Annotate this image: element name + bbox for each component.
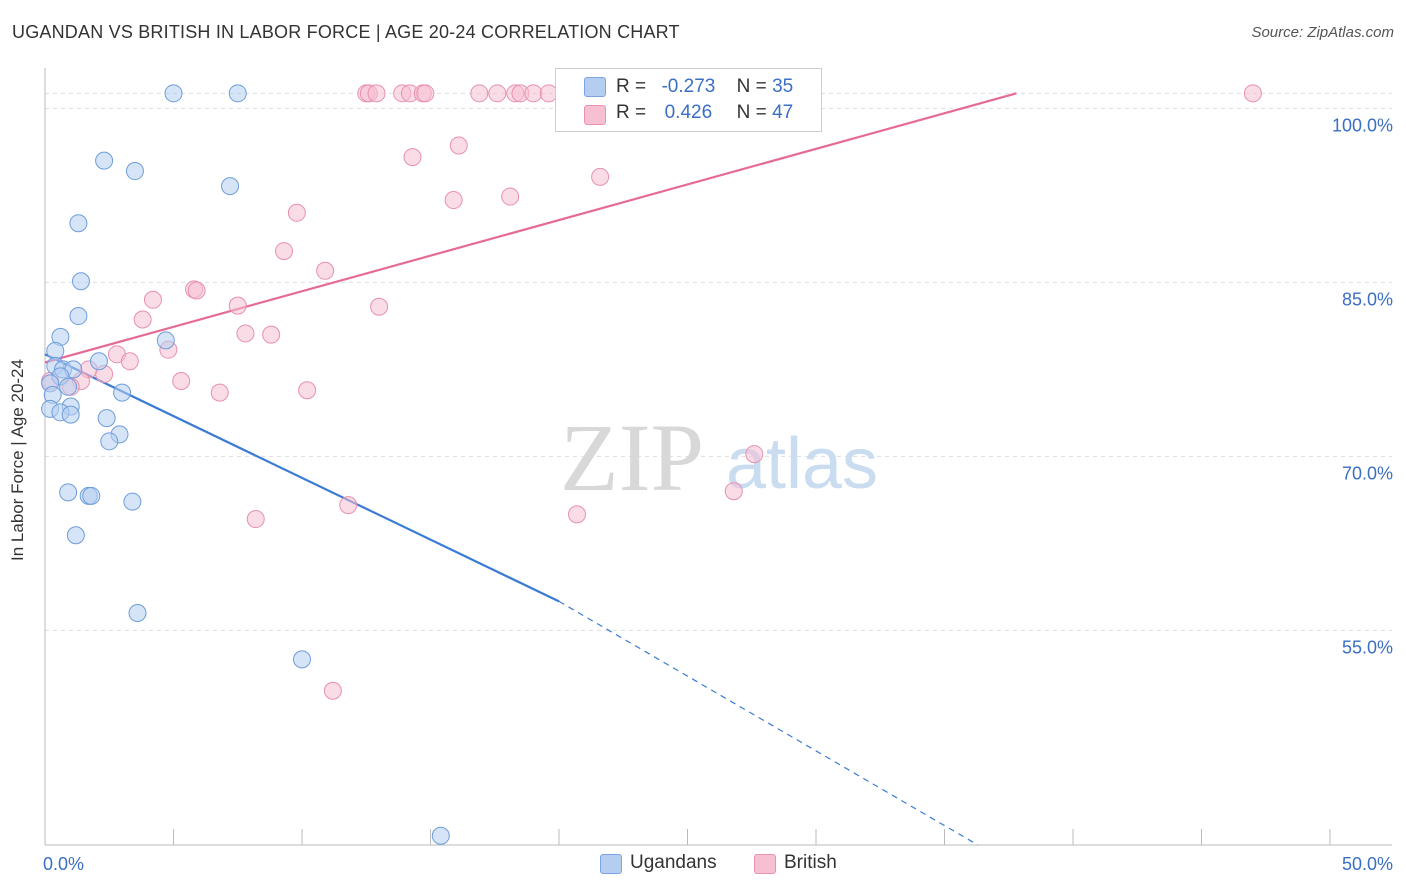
point-british (275, 242, 294, 261)
trend-lines (44, 92, 1017, 846)
data-points (41, 84, 1262, 845)
point-ugandans (125, 162, 144, 181)
point-british (262, 325, 281, 344)
point-british (210, 383, 229, 402)
x-tick-label: 50.0% (1342, 854, 1393, 874)
legend-n-label: N = (736, 102, 767, 123)
legend-swatch-ugandans (584, 77, 606, 97)
y-tick-label: 55.0% (1342, 637, 1393, 657)
legend-n-value: 35 (772, 76, 794, 97)
bottom-legend-swatch-british (754, 854, 776, 874)
point-ugandans (228, 84, 247, 103)
bottom-legend-swatch-ugandans (600, 854, 622, 874)
point-british (370, 297, 389, 316)
point-ugandans (431, 826, 450, 845)
point-british (524, 84, 543, 103)
legend-row-ugandans: R = -0.273 N = 35 (616, 76, 793, 98)
bottom-legend-ugandans: Ugandans (600, 852, 717, 874)
legend-r-value: 0.426 (664, 102, 713, 123)
point-ugandans (293, 650, 311, 669)
point-british (172, 372, 191, 390)
point-british (228, 296, 247, 315)
point-british (246, 510, 265, 529)
y-tick-label: 85.0% (1342, 289, 1393, 309)
point-british (287, 203, 306, 222)
watermark-atlas: atlas (726, 424, 878, 504)
point-ugandans (69, 307, 88, 326)
point-british (724, 482, 743, 501)
trend-line-british (44, 92, 1017, 364)
point-ugandans (61, 405, 80, 424)
point-ugandans (164, 84, 183, 103)
point-british (501, 187, 520, 206)
point-ugandans (69, 214, 88, 233)
tick-labels: 55.0% 70.0% 85.0% 100.0% 0.0% 50.0% (43, 115, 1393, 874)
gridlines (45, 92, 1392, 631)
point-british (416, 84, 435, 103)
point-british (323, 681, 342, 700)
trend-line-ugandans-extension (558, 600, 979, 846)
point-ugandans (46, 341, 65, 360)
point-british (470, 84, 489, 103)
legend-r-label: R = (616, 76, 647, 97)
y-tick-label: 70.0% (1342, 463, 1393, 483)
point-british (133, 310, 152, 329)
point-british (143, 290, 162, 309)
point-british (488, 84, 507, 103)
point-british (591, 167, 610, 186)
point-british (316, 261, 335, 280)
source-label: Source: ZipAtlas.com (1251, 24, 1394, 41)
legend-swatch-british (584, 105, 606, 125)
point-british (1243, 84, 1262, 103)
point-ugandans (156, 331, 175, 350)
point-ugandans (123, 492, 142, 511)
point-british (367, 84, 386, 103)
x-tick-label: 0.0% (43, 854, 84, 874)
legend-r-value: -0.273 (661, 76, 716, 97)
point-ugandans (221, 177, 240, 196)
bottom-legend-label-ugandans: Ugandans (630, 852, 717, 873)
legend-r-label: R = (616, 102, 647, 123)
point-british (444, 191, 463, 210)
legend-n-label: N = (736, 76, 767, 97)
y-tick-label: 100.0% (1332, 115, 1393, 135)
watermark-zip: ZIP (560, 404, 704, 511)
y-axis-label: In Labor Force | Age 20-24 (8, 359, 27, 561)
point-ugandans (66, 526, 85, 545)
point-british (236, 324, 255, 343)
point-ugandans (113, 383, 132, 402)
point-ugandans (89, 352, 108, 371)
legend-n-value: 47 (772, 102, 794, 123)
point-ugandans (97, 409, 116, 428)
legend-row-british: R = 0.426 N = 47 (616, 102, 793, 124)
chart-title: UGANDAN VS BRITISH IN LABOR FORCE | AGE … (12, 22, 680, 42)
point-british (449, 136, 468, 155)
point-ugandans (100, 432, 119, 451)
point-ugandans (59, 377, 78, 396)
point-ugandans (128, 604, 147, 622)
point-british (339, 496, 358, 515)
point-british (120, 352, 139, 371)
point-british (298, 381, 317, 400)
legend: R = -0.273 N = 35 R = 0.426 N = 47 (555, 68, 822, 132)
bottom-legend-label-british: British (784, 852, 837, 873)
point-british (187, 281, 206, 300)
point-ugandans (95, 151, 114, 170)
point-ugandans (82, 486, 101, 505)
point-british (745, 445, 764, 464)
trend-line-ugandans (44, 353, 560, 603)
bottom-legend-british: British (754, 852, 837, 874)
point-british (403, 148, 422, 167)
axes (44, 68, 1392, 846)
point-ugandans (59, 483, 78, 502)
point-ugandans (71, 272, 90, 291)
watermark: ZIP atlas (560, 404, 878, 511)
point-british (567, 505, 586, 524)
